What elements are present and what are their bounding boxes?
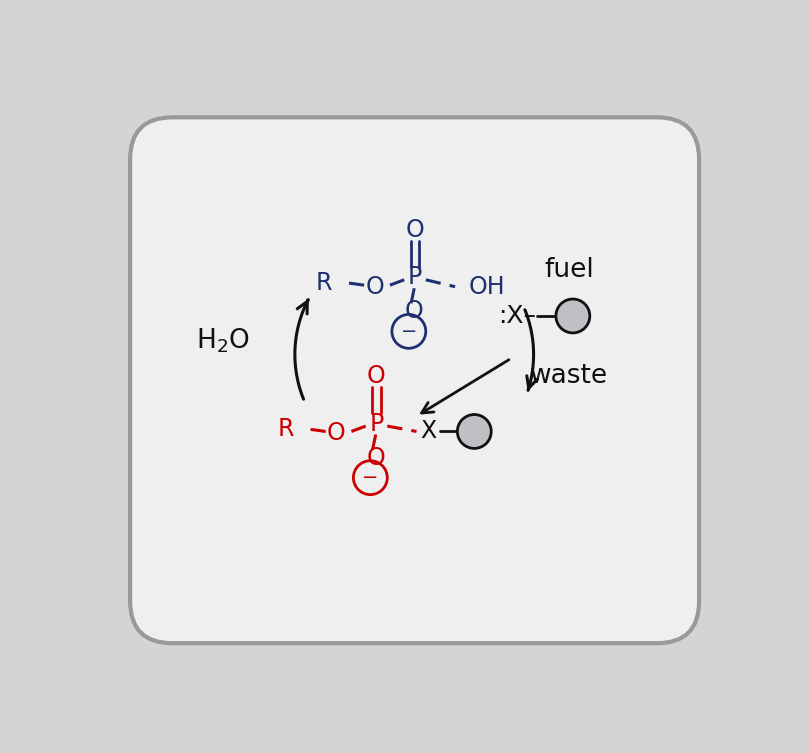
Text: O: O bbox=[404, 300, 424, 323]
Text: R: R bbox=[316, 271, 332, 295]
Text: OH: OH bbox=[469, 275, 506, 299]
Text: −: − bbox=[362, 468, 379, 487]
Text: O: O bbox=[366, 446, 385, 470]
Text: X: X bbox=[421, 419, 437, 444]
Text: fuel: fuel bbox=[544, 257, 594, 283]
Text: H$_2$O: H$_2$O bbox=[196, 326, 249, 355]
Text: O: O bbox=[405, 218, 425, 242]
Circle shape bbox=[556, 299, 590, 333]
Text: −: − bbox=[400, 322, 417, 341]
Text: O: O bbox=[367, 364, 386, 388]
Text: P: P bbox=[408, 266, 422, 289]
Text: P: P bbox=[370, 412, 383, 436]
Text: R: R bbox=[277, 417, 294, 441]
Text: waste: waste bbox=[530, 363, 608, 389]
Text: :X–: :X– bbox=[498, 304, 536, 328]
Circle shape bbox=[457, 415, 491, 448]
FancyBboxPatch shape bbox=[130, 117, 699, 643]
Text: O: O bbox=[327, 421, 345, 445]
Text: O: O bbox=[366, 275, 384, 299]
